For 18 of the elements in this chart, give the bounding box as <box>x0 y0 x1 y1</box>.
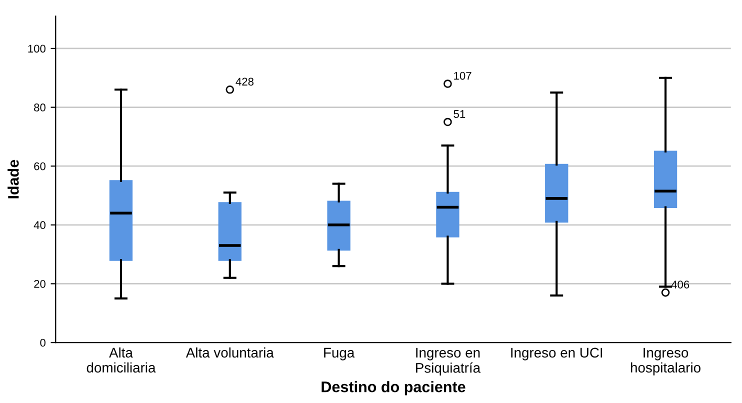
x-tick-label: Ingreso hospitalario <box>630 348 700 376</box>
annotation: 51 <box>454 110 466 118</box>
y-tick-label: 60 <box>34 162 46 170</box>
y-axis-title: Idade <box>8 160 19 198</box>
annotation: 428 <box>236 78 254 86</box>
annotation: 406 <box>671 280 690 288</box>
x-tick-label: Alta voluntaria <box>186 347 274 358</box>
annotation: 107 <box>454 72 472 80</box>
x-tick-label: Fuga <box>324 348 355 360</box>
x-tick-label: Alta domiciliaria <box>86 347 156 373</box>
y-tick-label: 20 <box>34 280 46 288</box>
y-tick-label: 100 <box>28 44 46 53</box>
x-tick-label: Ingreso en UCI <box>511 348 602 360</box>
y-tick-label: 80 <box>34 104 46 112</box>
y-tick-label: 40 <box>34 221 46 230</box>
x-axis-title: Destino do paciente <box>322 381 466 396</box>
x-tick-label: Ingreso en Psiquiatría <box>416 348 481 376</box>
y-tick-label: 0 <box>40 338 46 347</box>
